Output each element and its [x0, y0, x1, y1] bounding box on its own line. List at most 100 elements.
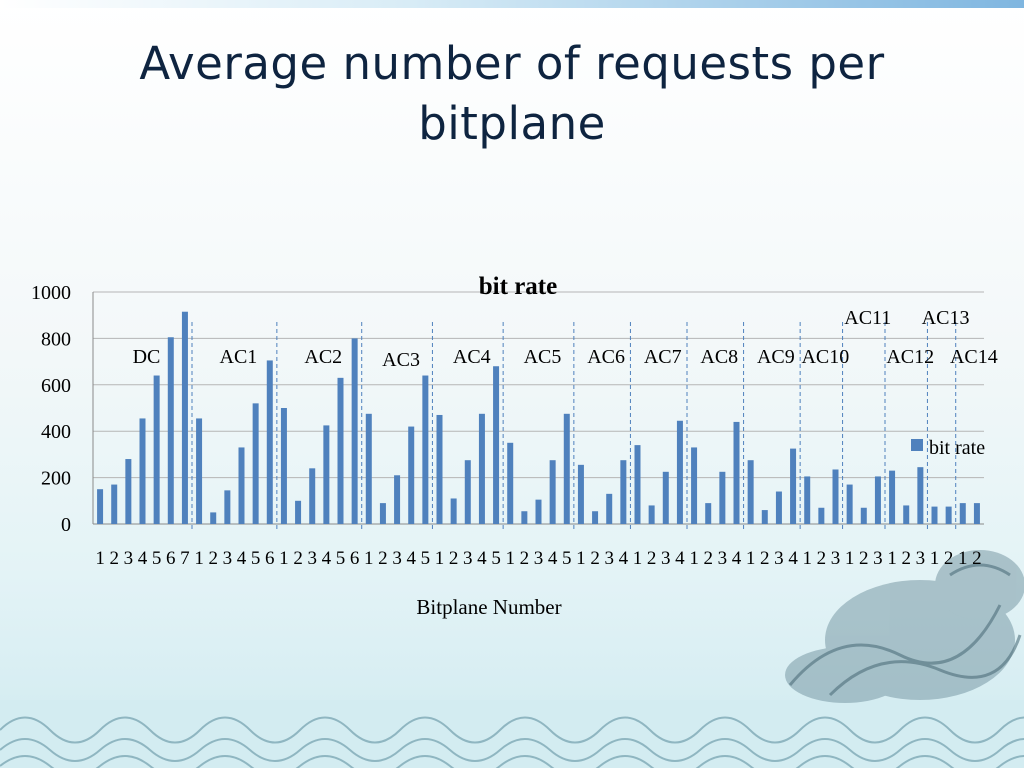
bar [507, 442, 514, 524]
x-tick-label: 4 [138, 548, 148, 569]
bar [493, 366, 500, 524]
bar [139, 418, 146, 524]
group-label: AC5 [524, 346, 562, 368]
bar [577, 464, 584, 524]
group-label: AC4 [453, 346, 491, 368]
x-tick-label: 3 [307, 548, 317, 569]
x-tick-label: 3 [831, 548, 841, 569]
bar [846, 484, 853, 524]
x-tick-label: 3 [392, 548, 402, 569]
bar [917, 467, 924, 524]
bar [252, 403, 259, 524]
y-tick-label: 0 [61, 514, 71, 536]
bar [535, 499, 542, 524]
x-tick-label: 2 [647, 548, 657, 569]
x-tick-label: 4 [619, 548, 629, 569]
legend-label: bit rate [929, 437, 985, 459]
x-tick-label: 4 [732, 548, 742, 569]
bar [181, 311, 188, 524]
bar [790, 448, 797, 524]
y-tick-label: 800 [41, 328, 71, 350]
group-label: DC [133, 346, 161, 368]
bar [945, 506, 952, 524]
x-tick-label: 2 [703, 548, 713, 569]
x-tick-label: 5 [251, 548, 261, 569]
group-label: AC8 [700, 346, 738, 368]
x-tick-label: 3 [534, 548, 544, 569]
x-tick-label: 4 [406, 548, 416, 569]
bar [903, 505, 910, 524]
bar [521, 511, 528, 524]
bar [860, 507, 867, 524]
group-label: AC6 [587, 346, 625, 368]
x-tick-label: 3 [916, 548, 926, 569]
bar [97, 489, 104, 524]
y-tick-label: 400 [41, 421, 71, 443]
x-tick-label: 2 [520, 548, 530, 569]
x-tick-label: 3 [661, 548, 671, 569]
group-label: AC13 [922, 307, 970, 329]
x-tick-label: 2 [901, 548, 911, 569]
x-tick-label: 4 [788, 548, 798, 569]
group-label: AC7 [644, 346, 682, 368]
x-tick-label: 1 [279, 548, 289, 569]
bar [280, 408, 287, 524]
x-tick-label: 2 [208, 548, 218, 569]
top-accent-bar [0, 0, 1024, 8]
x-tick-label: 5 [421, 548, 431, 569]
bar [549, 460, 556, 524]
bar [648, 505, 655, 524]
bar [592, 511, 599, 524]
x-tick-label: 6 [265, 548, 275, 569]
x-tick-label: 2 [972, 548, 982, 569]
bar [478, 413, 485, 524]
bar [337, 377, 344, 524]
bar [818, 507, 825, 524]
dragon-decoration [785, 550, 1024, 703]
bar [959, 503, 966, 524]
bar [676, 420, 683, 524]
bar [394, 475, 401, 524]
x-tick-label: 2 [109, 548, 119, 569]
bar [691, 447, 698, 524]
bar [634, 445, 641, 524]
y-tick-label: 600 [41, 375, 71, 397]
bar [153, 375, 160, 524]
bar [365, 413, 372, 524]
x-tick-label: 7 [180, 548, 190, 569]
bar [210, 512, 217, 524]
slide-title-line-1: Average number of requests per [139, 37, 885, 90]
bar [379, 503, 386, 524]
x-tick-label: 1 [845, 548, 855, 569]
bar [167, 337, 174, 524]
x-tick-label: 1 [95, 548, 105, 569]
x-tick-label: 5 [491, 548, 501, 569]
x-tick-label: 3 [718, 548, 728, 569]
bar [719, 471, 726, 524]
bar [832, 469, 839, 524]
chart-title: bit rate [479, 273, 557, 300]
bar [351, 338, 358, 524]
group-label: AC12 [886, 346, 934, 368]
x-tick-label: 1 [802, 548, 812, 569]
x-tick-label: 1 [364, 548, 374, 569]
x-tick-label: 3 [124, 548, 134, 569]
group-label: AC14 [950, 346, 998, 368]
bar [973, 503, 980, 524]
x-tick-label: 1 [746, 548, 756, 569]
slide-title: Average number of requests per bitplane [60, 34, 964, 154]
bar [295, 500, 302, 524]
bar [874, 476, 881, 524]
bar [747, 460, 754, 524]
bar [323, 425, 330, 524]
x-tick-label: 4 [322, 548, 332, 569]
x-tick-label: 6 [350, 548, 360, 569]
slide-title-line-2: bitplane [418, 97, 606, 150]
bar [804, 476, 811, 524]
x-tick-label: 4 [548, 548, 558, 569]
x-tick-label: 3 [604, 548, 614, 569]
bar [266, 360, 273, 524]
bar [620, 460, 627, 524]
x-tick-label: 2 [760, 548, 770, 569]
